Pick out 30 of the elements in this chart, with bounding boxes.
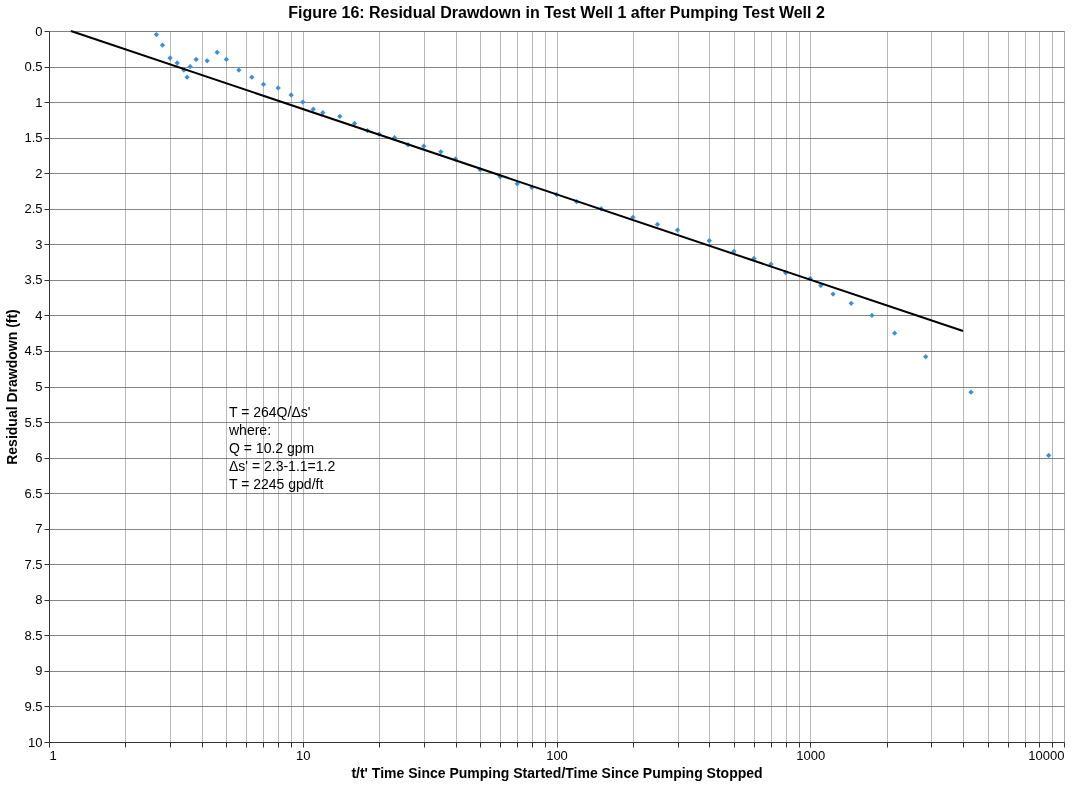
x-tick-label: 100 xyxy=(546,747,568,763)
y-tick-label: 1.5 xyxy=(24,130,43,146)
chart-title: Figure 16: Residual Drawdown in Test Well 1 after Pumping Test Well 2 xyxy=(288,4,825,21)
y-tick-label: 1 xyxy=(35,94,43,110)
x-tick-label: 10 xyxy=(296,747,311,763)
y-tick-label: 2.5 xyxy=(24,201,43,217)
annotation: T = 264Q/Δs' where: Q = 10.2 gpm Δs' = 2.3-1.1=1.2 T = 2245 gpd/ft xyxy=(228,404,336,492)
y-tick-label: 6 xyxy=(35,450,43,466)
y-tick-label: 8.5 xyxy=(24,627,43,643)
y-tick-label: 9 xyxy=(35,663,43,679)
y-tick-label: 7.5 xyxy=(24,556,43,572)
y-tick-label: 5 xyxy=(35,379,43,394)
x-tick-label: 10000 xyxy=(1028,747,1065,763)
y-tick-label: 0 xyxy=(35,23,43,39)
y-tick-label: 5.5 xyxy=(24,414,43,430)
x-tick-label: 1 xyxy=(49,747,57,763)
y-tick-label: 10 xyxy=(28,734,43,750)
y-tick-label: 0.5 xyxy=(24,59,43,75)
y-tick-label: 4.5 xyxy=(24,343,43,359)
x-axis-title: t/t' Time Since Pumping Started/Time Since Pumping Stopped xyxy=(351,764,763,781)
y-axis-title: Residual Drawdown (ft) xyxy=(4,309,21,465)
y-tick-label: 4 xyxy=(35,307,43,323)
x-tick-label: 1000 xyxy=(796,747,826,763)
y-tick-label: 3 xyxy=(35,236,43,252)
y-tick-label: 3.5 xyxy=(24,272,43,288)
y-tick-label: 8 xyxy=(35,592,43,608)
y-tick-label: 9.5 xyxy=(24,698,43,714)
y-tick-label: 6.5 xyxy=(24,485,43,501)
y-tick-label: 2 xyxy=(35,165,43,181)
y-tick-label: 7 xyxy=(35,521,43,537)
